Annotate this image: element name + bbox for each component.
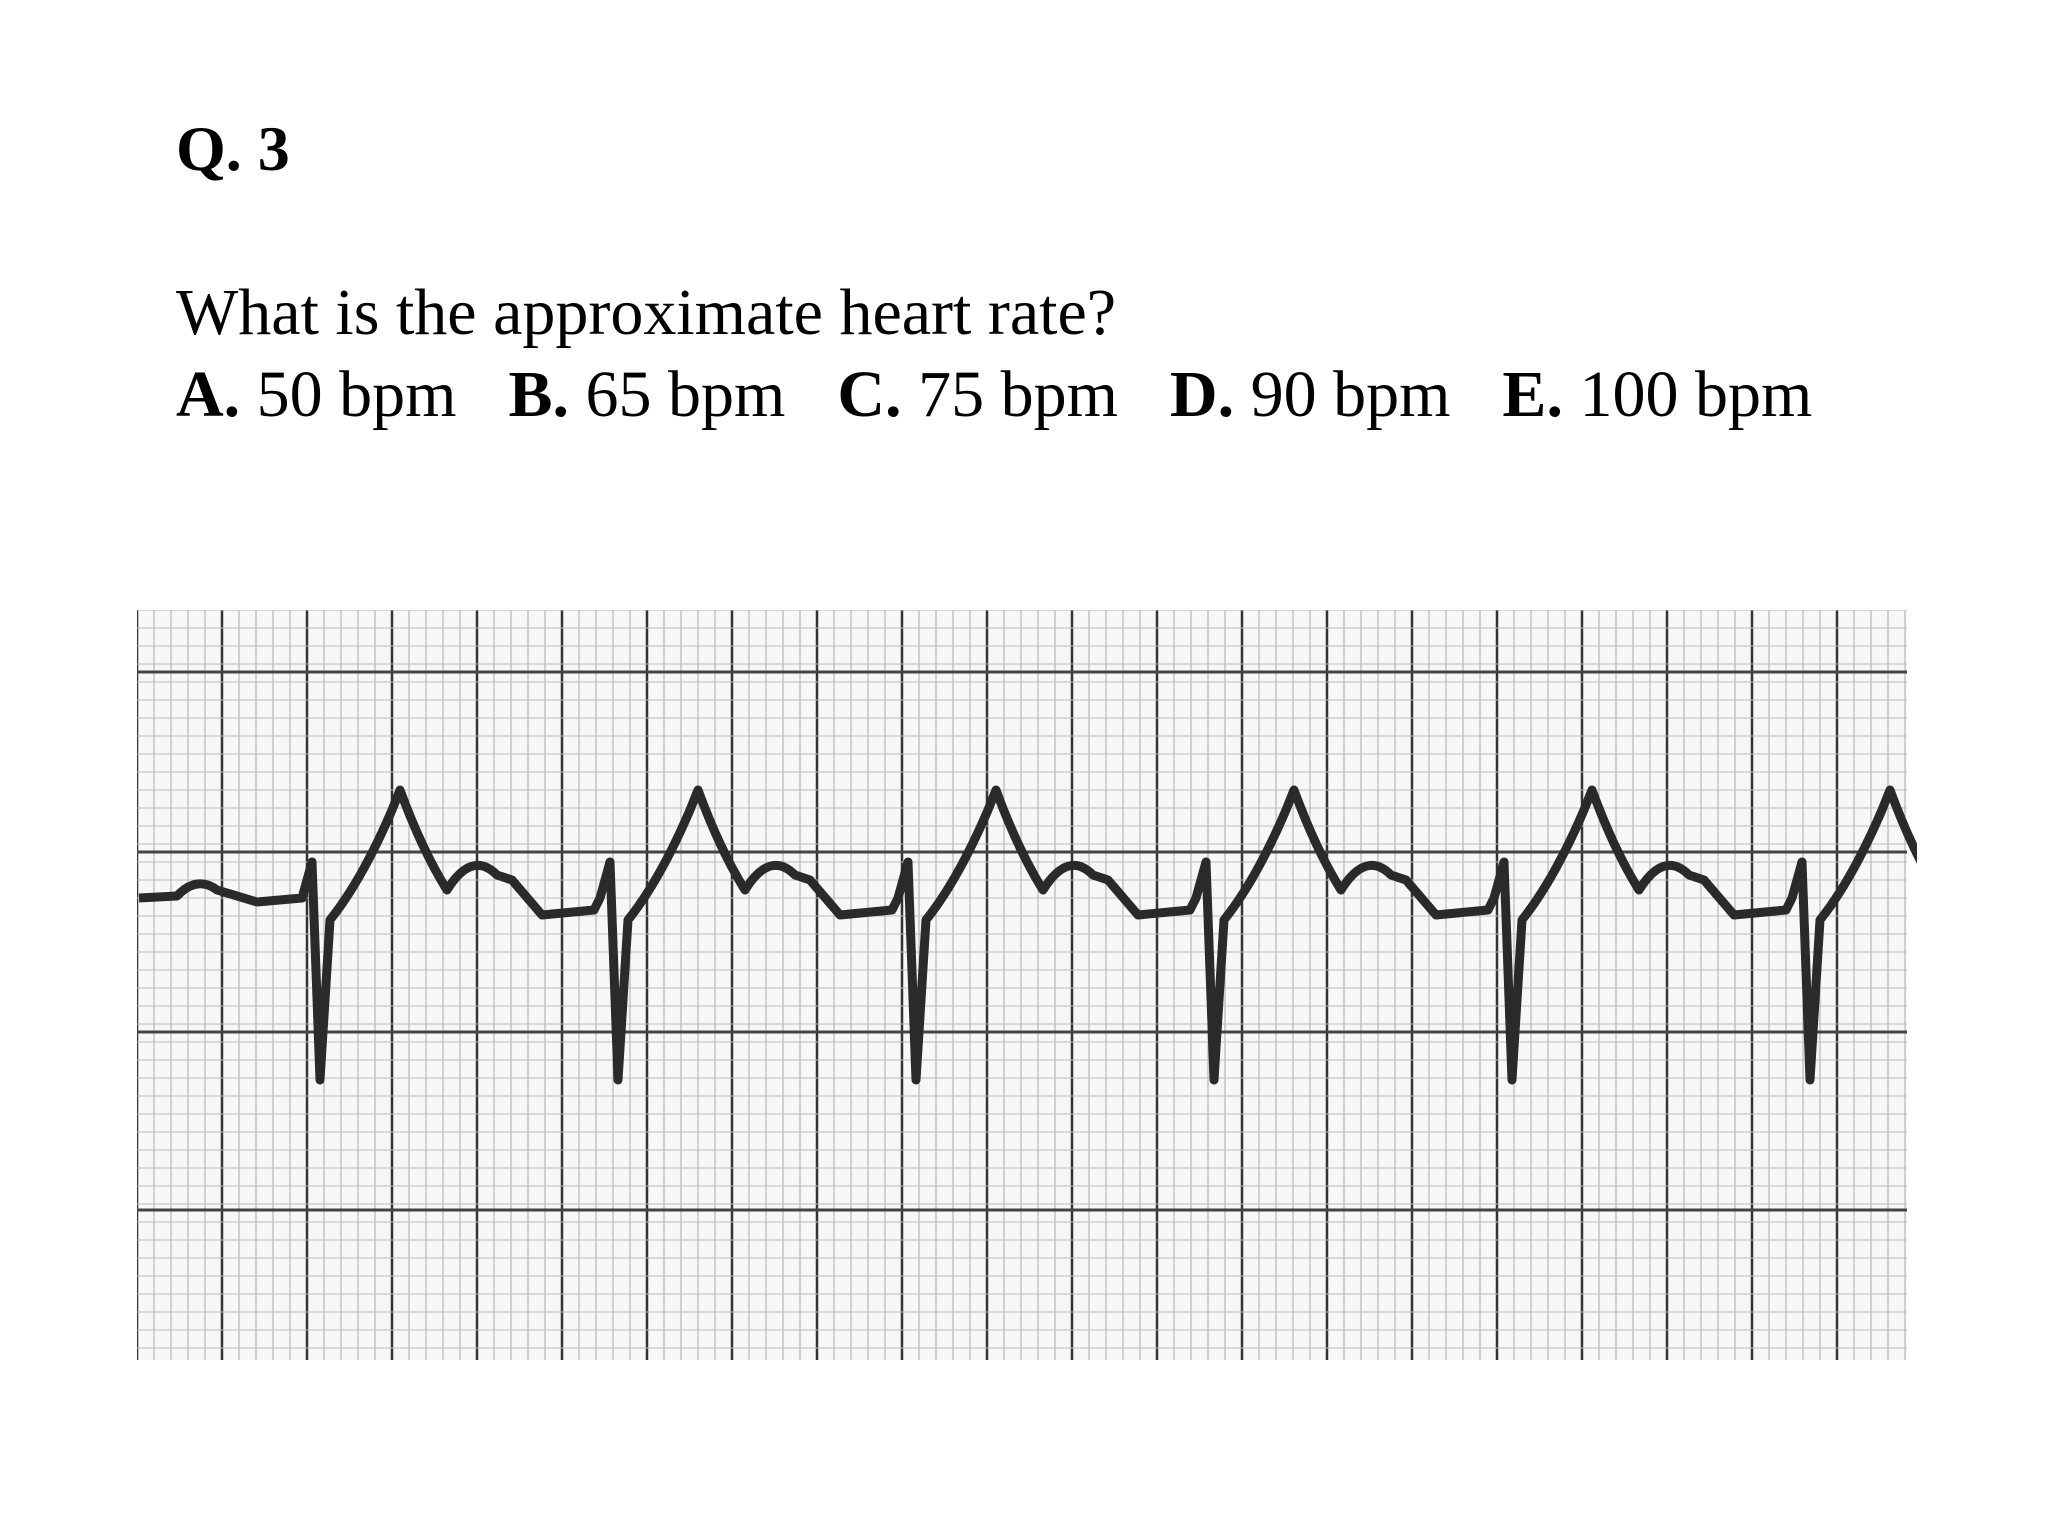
option-text: 65 bpm	[585, 358, 786, 431]
option-label: B.	[508, 358, 570, 431]
option: D. 90 bpm	[1170, 354, 1451, 436]
option-label: D.	[1169, 358, 1235, 431]
option-label: E.	[1502, 358, 1563, 431]
option: C. 75 bpm	[837, 354, 1118, 436]
option-label: C.	[837, 358, 902, 431]
option-label: A.	[176, 358, 241, 431]
option-text: 90 bpm	[1250, 358, 1451, 431]
option: B. 65 bpm	[509, 354, 786, 436]
option: A. 50 bpm	[176, 354, 457, 436]
option-text: 100 bpm	[1579, 358, 1813, 431]
ecg-grid	[137, 610, 1907, 1360]
ecg-strip	[137, 610, 1917, 1360]
option: E. 100 bpm	[1502, 354, 1812, 436]
ecg-trace	[138, 785, 1917, 1085]
question-block: What is the approximate heart rate? A. 5…	[176, 272, 1812, 436]
option-text: 50 bpm	[256, 358, 457, 431]
question-text: What is the approximate heart rate?	[176, 276, 1117, 349]
options: A. 50 bpm B. 65 bpm C. 75 bpm D. 90 bpm E. 1…	[176, 354, 1812, 436]
option-text: 75 bpm	[918, 358, 1118, 431]
ecg-paper	[137, 610, 1907, 1360]
question-number: Q. 3	[176, 113, 290, 184]
